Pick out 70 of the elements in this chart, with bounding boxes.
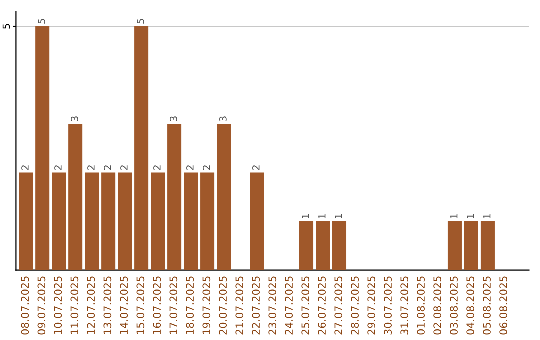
data-label: 2 <box>186 166 194 170</box>
x-tick-label: 19.07.2025 <box>202 276 211 334</box>
bar <box>480 222 495 270</box>
bar <box>52 172 66 270</box>
x-tick-label: 24.07.2025 <box>285 276 294 335</box>
bar <box>102 172 116 270</box>
bar <box>118 172 132 270</box>
data-label: 2 <box>54 166 62 170</box>
x-tick-label: 14.07.2025 <box>120 276 128 334</box>
bar <box>217 124 232 270</box>
data-label: 2 <box>203 166 210 170</box>
data-label: 2 <box>104 166 112 170</box>
x-tick-label: 04.08.2025 <box>466 276 474 335</box>
x-tick-label: 25.07.2025 <box>302 276 310 335</box>
x-tick-label: 29.07.2025 <box>368 276 376 335</box>
data-label: 5 <box>38 19 46 24</box>
x-tick-label: 11.07.2025 <box>70 276 79 334</box>
bar <box>151 172 166 270</box>
data-label: 3 <box>220 116 227 122</box>
bar <box>200 172 215 270</box>
bar <box>68 124 83 270</box>
x-tick-label: 10.07.2025 <box>54 276 62 334</box>
x-tick-label: 28.07.2025 <box>351 276 360 335</box>
bar <box>464 222 478 270</box>
x-tick-label: 01.08.2025 <box>417 276 426 335</box>
bar <box>85 172 100 270</box>
x-tick-label: 20.07.2025 <box>219 276 228 335</box>
x-tick-label: 08.07.2025 <box>21 276 30 335</box>
data-label: 2 <box>88 166 95 170</box>
x-tick-label: 12.07.2025 <box>87 276 96 334</box>
data-label: 1 <box>484 214 491 219</box>
x-tick-label: 22.07.2025 <box>252 276 260 335</box>
x-tick-label: 05.08.2025 <box>483 276 491 335</box>
x-tick-label: 23.07.2025 <box>268 276 277 335</box>
data-label: 1 <box>450 214 458 219</box>
bar <box>168 124 182 270</box>
x-tick-label: 02.08.2025 <box>434 276 442 335</box>
bar <box>300 222 314 270</box>
x-tick-label: 27.07.2025 <box>334 276 343 335</box>
data-label: 3 <box>170 116 178 122</box>
bar <box>134 26 149 270</box>
data-label: 2 <box>22 166 29 170</box>
bar <box>184 172 198 270</box>
x-tick-label: 30.07.2025 <box>384 276 392 335</box>
data-label: 2 <box>252 166 260 170</box>
x-tick-label: 13.07.2025 <box>104 276 112 334</box>
x-tick-label: 16.07.2025 <box>153 276 162 334</box>
data-label: 5 <box>137 19 144 24</box>
x-tick-label: 26.07.2025 <box>318 276 326 335</box>
data-label: 2 <box>154 166 161 170</box>
x-tick-label: 06.08.2025 <box>500 276 508 335</box>
data-label: 1 <box>467 214 474 219</box>
bar <box>250 172 264 270</box>
data-label: 1 <box>318 214 326 219</box>
data-label: 3 <box>71 116 78 122</box>
x-tick-label: 17.07.2025 <box>170 276 178 334</box>
x-tick-label: 09.07.2025 <box>38 276 46 335</box>
data-label: 1 <box>335 214 342 219</box>
bar <box>36 26 50 270</box>
x-tick-label: 31.07.2025 <box>400 276 409 335</box>
bar <box>448 222 462 270</box>
bar <box>332 222 347 270</box>
x-tick-label: 03.08.2025 <box>450 276 458 335</box>
data-label: 1 <box>302 214 310 219</box>
x-tick-label: 18.07.2025 <box>186 276 194 334</box>
x-tick-label: 21.07.2025 <box>236 276 244 335</box>
bar <box>316 222 330 270</box>
x-tick-label: 15.07.2025 <box>136 276 145 334</box>
data-label: 2 <box>120 166 128 170</box>
bar <box>19 172 34 270</box>
